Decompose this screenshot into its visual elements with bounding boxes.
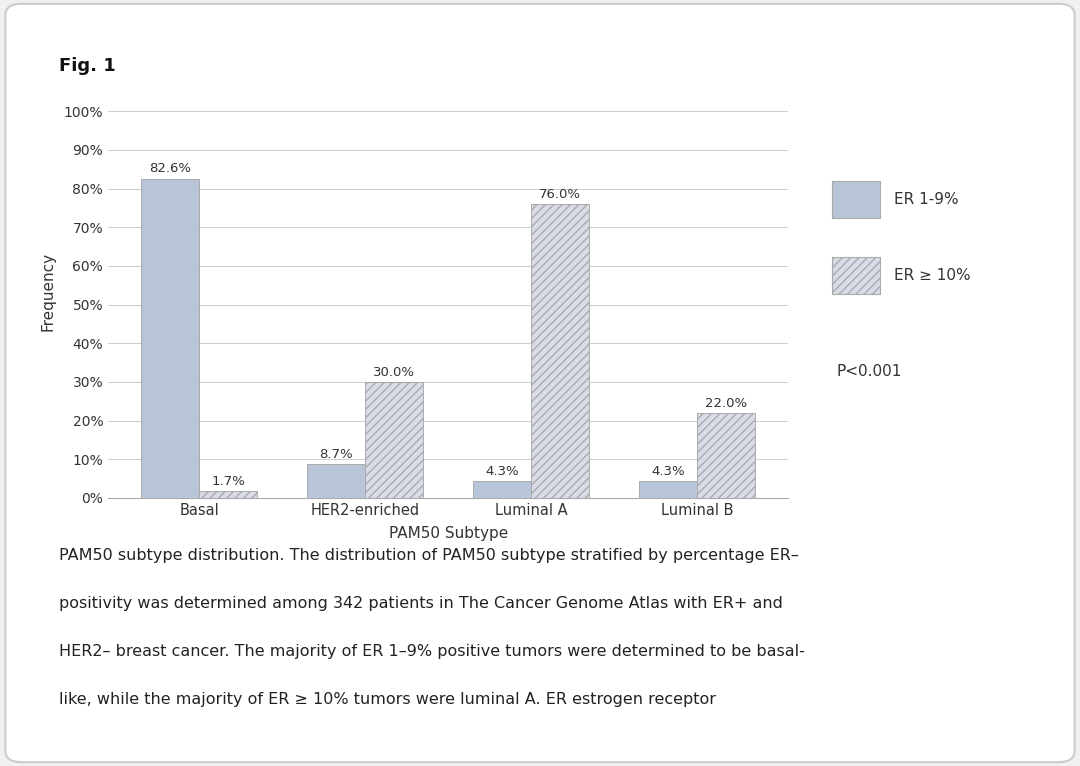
Bar — [141, 178, 200, 498]
Text: 76.0%: 76.0% — [539, 188, 581, 201]
Text: 82.6%: 82.6% — [149, 162, 191, 175]
Text: 4.3%: 4.3% — [651, 465, 685, 478]
Bar — [200, 491, 257, 498]
X-axis label: PAM50 Subtype: PAM50 Subtype — [389, 526, 508, 541]
Bar — [307, 464, 365, 498]
Bar — [697, 413, 755, 498]
Text: ER 1-9%: ER 1-9% — [894, 192, 959, 207]
FancyBboxPatch shape — [5, 4, 1075, 762]
Bar — [473, 481, 531, 498]
Text: ER ≥ 10%: ER ≥ 10% — [894, 268, 971, 283]
Text: like, while the majority of ER ≥ 10% tumors were luminal A. ER estrogen receptor: like, while the majority of ER ≥ 10% tum… — [59, 692, 716, 708]
Text: 1.7%: 1.7% — [212, 475, 245, 488]
Bar — [365, 382, 423, 498]
Text: 30.0%: 30.0% — [374, 366, 416, 379]
Y-axis label: Frequency: Frequency — [40, 251, 55, 331]
Text: 8.7%: 8.7% — [320, 448, 353, 461]
Text: 22.0%: 22.0% — [705, 397, 747, 410]
Text: P<0.001: P<0.001 — [837, 364, 903, 379]
Bar — [639, 481, 697, 498]
Text: HER2– breast cancer. The majority of ER 1–9% positive tumors were determined to : HER2– breast cancer. The majority of ER … — [59, 644, 806, 660]
Text: positivity was determined among 342 patients in The Cancer Genome Atlas with ER+: positivity was determined among 342 pati… — [59, 596, 783, 611]
Text: Fig. 1: Fig. 1 — [59, 57, 117, 75]
FancyBboxPatch shape — [832, 181, 880, 218]
Text: PAM50 subtype distribution. The distribution of PAM50 subtype stratified by perc: PAM50 subtype distribution. The distribu… — [59, 548, 799, 563]
Text: 4.3%: 4.3% — [485, 465, 519, 478]
Bar — [531, 204, 590, 498]
FancyBboxPatch shape — [832, 257, 880, 294]
